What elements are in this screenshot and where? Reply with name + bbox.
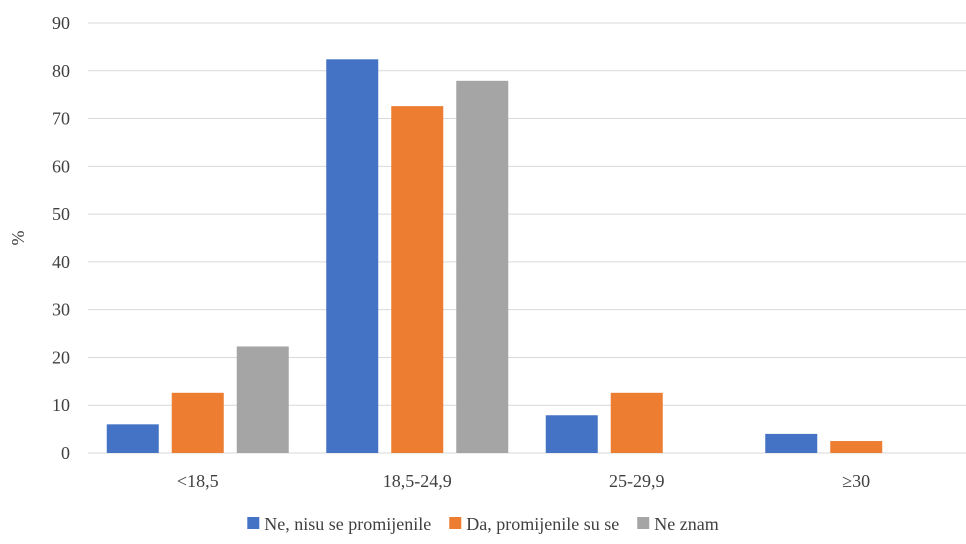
y-tick-label: 80 bbox=[52, 61, 70, 81]
legend-label: Da, promijenile su se bbox=[466, 514, 619, 534]
bars bbox=[106, 59, 883, 454]
bar bbox=[106, 424, 159, 453]
y-tick-label: 40 bbox=[52, 252, 70, 272]
legend-item: Ne, nisu se promijenile bbox=[247, 514, 431, 534]
bar bbox=[765, 433, 818, 453]
y-tick-label: 70 bbox=[52, 109, 70, 129]
y-axis-label: % bbox=[8, 231, 28, 246]
legend-label: Ne, nisu se promijenile bbox=[264, 514, 431, 534]
y-tick-label: 20 bbox=[52, 347, 70, 367]
legend-swatch bbox=[449, 517, 462, 529]
legend-label: Ne znam bbox=[654, 514, 718, 534]
bar bbox=[545, 415, 598, 453]
y-tick-label: 90 bbox=[52, 13, 70, 33]
bar bbox=[326, 59, 379, 454]
x-tick-label: 18,5-24,9 bbox=[383, 471, 452, 491]
x-tick-label: ≥30 bbox=[842, 471, 870, 491]
bar bbox=[171, 392, 224, 453]
legend-item: Ne znam bbox=[637, 514, 719, 534]
bar bbox=[456, 80, 509, 454]
legend: Ne, nisu se promijenile Da, promijenile s… bbox=[247, 514, 719, 534]
legend-swatch bbox=[637, 517, 650, 529]
bar bbox=[610, 392, 663, 453]
y-tick-label: 10 bbox=[52, 395, 70, 415]
y-axis-ticks: 0 10 20 30 40 50 60 70 80 90 bbox=[52, 13, 70, 463]
y-tick-label: 50 bbox=[52, 204, 70, 224]
bar bbox=[830, 441, 883, 453]
y-tick-label: 30 bbox=[52, 300, 70, 320]
bar bbox=[391, 106, 444, 453]
legend-item: Da, promijenile su se bbox=[449, 514, 619, 534]
legend-swatch bbox=[247, 517, 260, 529]
x-axis-ticks: <18,5 18,5-24,9 25-29,9 ≥30 bbox=[177, 471, 870, 491]
x-tick-label: <18,5 bbox=[177, 471, 219, 491]
x-tick-label: 25-29,9 bbox=[609, 471, 665, 491]
bar bbox=[236, 346, 289, 453]
gridlines bbox=[88, 22, 966, 454]
y-tick-label: 60 bbox=[52, 156, 70, 176]
y-tick-label: 0 bbox=[61, 443, 70, 463]
